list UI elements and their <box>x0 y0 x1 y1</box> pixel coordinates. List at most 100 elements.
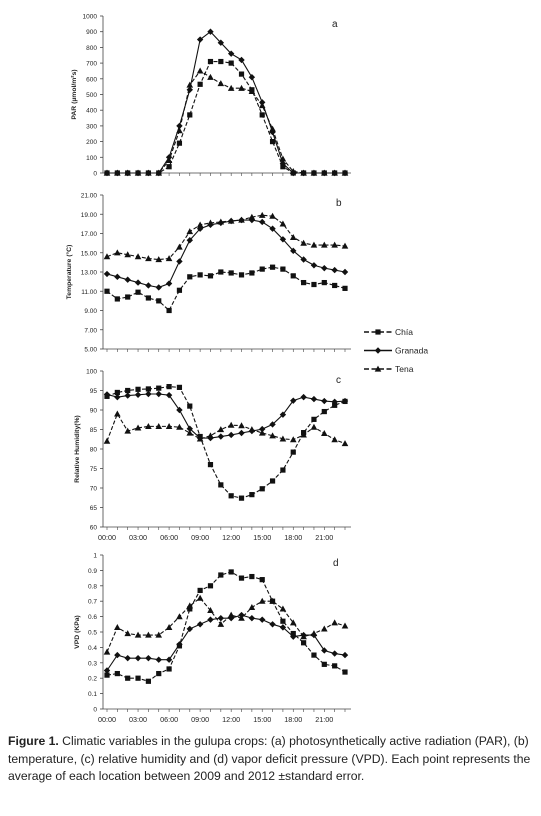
data-point-granada <box>321 647 328 654</box>
data-point-granada <box>186 237 193 244</box>
x-tick-label: 06:00 <box>160 533 178 542</box>
series-line-tena <box>106 214 346 261</box>
data-point-chía <box>228 270 234 276</box>
data-point-granada <box>145 654 152 662</box>
data-point-chía <box>145 678 151 684</box>
data-point-chía <box>259 486 265 492</box>
data-point-chía <box>114 389 120 396</box>
data-point-chía <box>207 462 214 468</box>
legend-label-tena: Tena <box>395 364 414 374</box>
y-tick-label: 70 <box>90 486 98 493</box>
series-line-granada <box>106 393 346 439</box>
data-point-chía <box>342 285 348 291</box>
data-point-chía <box>249 573 255 580</box>
y-tick-label: 17.00 <box>81 231 98 238</box>
data-point-tena <box>176 243 183 250</box>
data-point-tena <box>300 431 307 438</box>
data-point-chía <box>187 112 193 118</box>
y-tick-label: 0.7 <box>88 599 97 606</box>
data-point-tena <box>134 169 142 176</box>
data-point-tena <box>321 430 328 436</box>
data-point-tena <box>165 422 173 429</box>
legend-marker-chía <box>375 329 381 335</box>
data-point-tena <box>248 426 256 433</box>
data-point-tena <box>124 427 131 434</box>
data-point-chía <box>176 287 183 293</box>
data-point-granada <box>248 614 256 622</box>
legend-label-chía: Chía <box>395 327 413 337</box>
series-line-tena <box>106 412 346 445</box>
data-point-granada <box>124 654 131 662</box>
x-tick-label: 12:00 <box>222 533 240 542</box>
data-point-chía <box>228 60 234 66</box>
data-point-tena <box>186 228 194 235</box>
series-line-chía <box>106 266 346 312</box>
data-point-granada <box>196 225 204 232</box>
data-point-granada <box>238 429 245 437</box>
data-point-granada <box>300 256 307 263</box>
data-point-granada <box>145 282 152 289</box>
data-point-chía <box>311 652 317 658</box>
data-point-tena <box>124 630 131 637</box>
data-point-granada <box>259 218 266 226</box>
x-tick-label: 09:00 <box>191 715 209 724</box>
data-point-tena <box>217 620 225 627</box>
data-point-chía <box>156 670 162 677</box>
x-tick-label: 03:00 <box>129 533 147 542</box>
data-point-granada <box>321 264 328 272</box>
data-point-tena <box>155 169 163 176</box>
data-point-granada <box>217 39 225 46</box>
series-line-chía <box>106 571 346 682</box>
data-point-tena <box>103 648 111 655</box>
data-point-chía <box>238 272 245 278</box>
data-point-chía <box>187 403 193 409</box>
data-point-chía <box>125 675 131 681</box>
x-tick-label: 15:00 <box>253 533 271 542</box>
x-tick-label: 00:00 <box>98 533 116 542</box>
data-point-tena <box>114 410 121 417</box>
data-point-tena <box>186 602 194 609</box>
data-point-tena <box>321 169 328 176</box>
x-tick-label: 00:00 <box>98 715 116 724</box>
data-point-tena <box>300 169 307 176</box>
data-point-chía <box>259 266 265 272</box>
y-tick-label: 15.00 <box>81 250 98 257</box>
data-point-chía <box>218 269 224 275</box>
x-tick-label: 21:00 <box>315 715 333 724</box>
data-point-tena <box>238 84 245 91</box>
data-point-granada <box>165 656 173 663</box>
series-line-granada <box>106 614 346 671</box>
data-point-granada <box>269 621 276 628</box>
data-point-chía <box>332 282 338 289</box>
data-point-chía <box>218 482 224 488</box>
data-point-chía <box>145 295 151 301</box>
data-point-chía <box>218 572 224 578</box>
data-point-granada <box>186 625 193 633</box>
y-tick-label: 11.00 <box>81 289 97 296</box>
data-point-chía <box>187 606 193 612</box>
data-point-tena <box>341 242 349 249</box>
legend-label-granada: Granada <box>395 346 428 356</box>
y-tick-label: 0 <box>93 171 97 178</box>
data-point-granada <box>331 266 338 274</box>
data-point-chía <box>145 386 151 392</box>
data-point-tena <box>134 424 142 431</box>
data-point-granada <box>145 390 152 398</box>
data-point-tena <box>248 87 256 94</box>
y-tick-label: 0 <box>93 707 97 714</box>
y-axis-title: PAR (µmol/m²s) <box>71 69 78 119</box>
data-point-tena <box>145 422 152 429</box>
data-point-tena <box>196 67 204 74</box>
data-point-tena <box>331 436 338 443</box>
data-point-tena <box>114 249 121 256</box>
y-tick-label: 300 <box>86 123 97 130</box>
data-point-tena <box>176 613 183 620</box>
y-tick-label: 400 <box>86 108 97 115</box>
legend-marker-granada <box>374 347 382 354</box>
series-line-granada <box>106 219 346 288</box>
data-point-tena <box>331 619 338 626</box>
data-point-granada <box>290 397 297 404</box>
data-point-granada <box>114 393 121 401</box>
y-tick-label: 0.8 <box>88 583 97 590</box>
caption-label: Figure 1. <box>8 734 59 748</box>
